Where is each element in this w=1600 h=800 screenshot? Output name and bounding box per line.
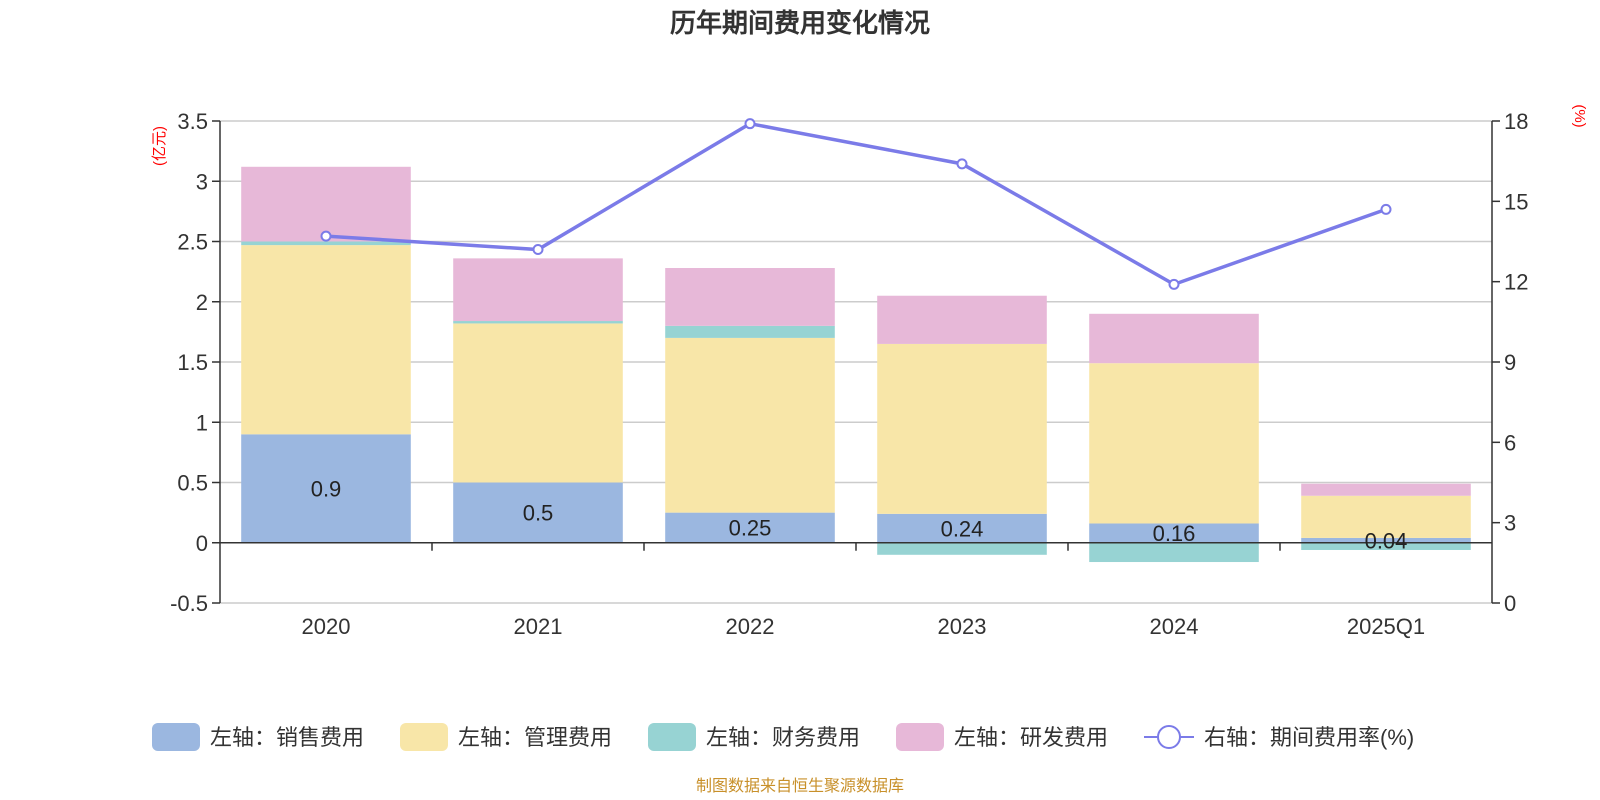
bar-2022-series-0 bbox=[665, 512, 835, 543]
chart-title: 历年期间费用变化情况 bbox=[670, 8, 930, 38]
legend-swatch bbox=[152, 723, 200, 751]
line-point bbox=[320, 230, 332, 242]
legend-label: 左轴：管理费用 bbox=[458, 725, 612, 750]
left-tick-label: 2 bbox=[196, 290, 208, 315]
bar-2020-series-0 bbox=[241, 434, 411, 543]
legend-swatch bbox=[648, 723, 696, 751]
bar-2021-series-0 bbox=[453, 482, 623, 543]
left-tick-label: 1.5 bbox=[177, 350, 208, 375]
bar-2020-series-1 bbox=[241, 245, 411, 435]
right-tick-label: 12 bbox=[1504, 270, 1528, 295]
bar-2023-series-2 bbox=[877, 542, 1047, 555]
bar-data-label: 0.24 bbox=[941, 516, 984, 541]
bar-2021-series-1 bbox=[453, 323, 623, 483]
bar-2025Q1-series-0 bbox=[1301, 537, 1471, 543]
bar-2023-series-3 bbox=[877, 295, 1047, 344]
bar-2024-series-0 bbox=[1089, 523, 1259, 543]
right-tick-label: 9 bbox=[1504, 350, 1516, 375]
bar-labels: 0.9 0.5 0.25 0.24 0.16 0.04 bbox=[311, 477, 1408, 554]
bar-2022-series-1 bbox=[665, 337, 835, 513]
bar-data-label: 0.16 bbox=[1153, 521, 1196, 546]
legend-swatch bbox=[896, 723, 944, 751]
bar-2022-series-3 bbox=[665, 268, 835, 326]
bar-data-label: 0.04 bbox=[1365, 528, 1408, 553]
right-tick-label: 6 bbox=[1504, 430, 1516, 455]
bar-2021-series-3 bbox=[453, 258, 623, 322]
line-layer bbox=[320, 118, 1392, 290]
left-axis-unit: (亿元) bbox=[151, 126, 168, 166]
right-tick-label: 15 bbox=[1504, 189, 1528, 214]
axes: -0.5 0 0.5 1 1.5 2 2.5 3 3.5 0 3 6 9 12 15 18 2020 2021 20… bbox=[170, 109, 1528, 639]
line-point bbox=[532, 244, 544, 256]
legend-label: 右轴：期间费用率(%) bbox=[1204, 725, 1414, 750]
bar-data-label: 0.5 bbox=[523, 501, 554, 526]
bar-2025Q1-series-1 bbox=[1301, 495, 1471, 538]
x-tick-label: 2021 bbox=[514, 614, 563, 639]
bar-2024-series-2 bbox=[1089, 542, 1259, 563]
left-tick-label: 2.5 bbox=[177, 230, 208, 255]
right-tick-label: 0 bbox=[1504, 591, 1516, 616]
legend-label: 左轴：销售费用 bbox=[210, 725, 364, 750]
bar-2020-series-3 bbox=[241, 166, 411, 242]
line-series-path bbox=[325, 121, 1387, 287]
x-tick-label: 2024 bbox=[1150, 614, 1199, 639]
source-note: 制图数据来自恒生聚源数据库 bbox=[696, 777, 904, 795]
right-tick-label: 18 bbox=[1504, 109, 1528, 134]
bar-2024-series-1 bbox=[1089, 363, 1259, 524]
legend-swatch bbox=[400, 723, 448, 751]
x-tick-label: 2025Q1 bbox=[1347, 614, 1425, 639]
right-axis-unit: (%) bbox=[1571, 104, 1588, 127]
legend-line-circle bbox=[1157, 725, 1181, 749]
bars bbox=[241, 166, 1471, 563]
line-point bbox=[956, 158, 968, 170]
bar-2021-series-2 bbox=[453, 321, 623, 324]
left-tick-label: -0.5 bbox=[170, 591, 208, 616]
bar-2025Q1-series-3 bbox=[1301, 483, 1471, 496]
left-tick-label: 3.5 bbox=[177, 109, 208, 134]
x-tick-label: 2023 bbox=[938, 614, 987, 639]
left-tick-label: 1 bbox=[196, 410, 208, 435]
legend-label: 左轴：研发费用 bbox=[954, 725, 1108, 750]
left-tick-label: 3 bbox=[196, 169, 208, 194]
legend: 左轴：销售费用 左轴：管理费用 左轴：财务费用 左轴：研发费用 右轴：期间费用率(%) bbox=[152, 723, 1414, 751]
line-point bbox=[1380, 203, 1392, 215]
left-tick-label: 0.5 bbox=[177, 471, 208, 496]
legend-label: 左轴：财务费用 bbox=[706, 725, 860, 750]
bar-2024-series-3 bbox=[1089, 313, 1259, 364]
left-tick-label: 0 bbox=[196, 531, 208, 556]
bar-data-label: 0.9 bbox=[311, 477, 342, 502]
line-point bbox=[744, 118, 756, 130]
bar-2020-series-2 bbox=[241, 241, 411, 246]
line-point bbox=[1168, 278, 1180, 290]
bar-2023-series-1 bbox=[877, 343, 1047, 514]
x-tick-label: 2020 bbox=[302, 614, 351, 639]
bar-2022-series-2 bbox=[665, 325, 835, 338]
bar-2023-series-0 bbox=[877, 513, 1047, 543]
x-tick-label: 2022 bbox=[726, 614, 775, 639]
right-tick-label: 3 bbox=[1504, 511, 1516, 536]
bar-data-label: 0.25 bbox=[729, 516, 772, 541]
bar-2025Q1-series-2 bbox=[1301, 542, 1471, 550]
